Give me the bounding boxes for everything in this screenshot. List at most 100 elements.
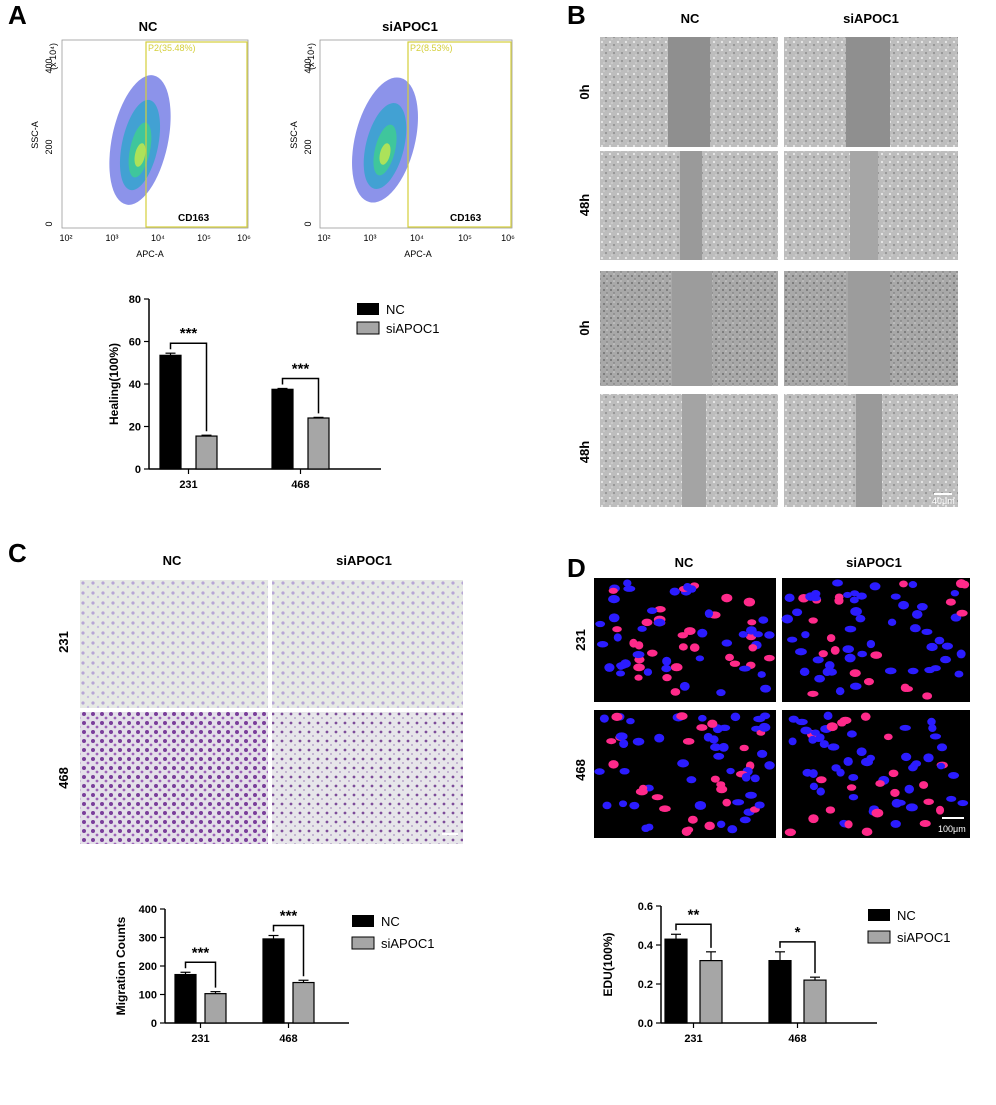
- bar-siapoc1-231: [195, 435, 218, 470]
- panel-label-d: D: [567, 553, 586, 583]
- nucleus: [739, 816, 751, 824]
- nucleus: [922, 692, 933, 700]
- nucleus: [855, 614, 866, 623]
- nucleus: [677, 759, 689, 768]
- nucleus: [643, 668, 653, 676]
- nucleus: [730, 712, 741, 722]
- nucleus: [721, 593, 733, 603]
- y-tick-label: 0: [135, 464, 141, 476]
- legend-d-label-si: siAPOC1: [897, 930, 950, 945]
- nucleus: [608, 595, 620, 604]
- nucleus: [950, 589, 960, 597]
- flow-density-siapoc1: [352, 77, 418, 203]
- y-axis-title: Migration Counts: [114, 916, 128, 1015]
- nucleus: [788, 737, 797, 746]
- nucleus: [839, 716, 852, 725]
- transwell-row-231: 231: [56, 631, 71, 653]
- nucleus: [946, 795, 957, 802]
- nucleus: [659, 805, 671, 812]
- flow-title-nc: NC: [139, 19, 158, 34]
- nucleus: [784, 828, 797, 837]
- nucleus: [919, 781, 929, 789]
- bar-nc-468: [768, 959, 792, 1024]
- nucleus: [637, 625, 647, 632]
- legend-a-swatch-nc: [357, 303, 379, 315]
- wound-row-2: 0h: [577, 320, 592, 335]
- flow-ytick-si-1: 200: [303, 139, 313, 154]
- flow-gate-siapoc1: [407, 41, 512, 228]
- nucleus: [753, 631, 763, 638]
- nucleus: [697, 628, 708, 638]
- nucleus: [760, 712, 771, 720]
- nucleus: [848, 774, 859, 781]
- nucleus: [924, 666, 936, 674]
- nucleus: [727, 825, 738, 834]
- nucleus: [826, 634, 836, 643]
- edu-row-231: 231: [573, 629, 588, 651]
- nucleus: [934, 636, 945, 645]
- nucleus: [844, 653, 856, 663]
- nucleus: [871, 808, 884, 818]
- flow-yunit-nc: (x 10⁴): [48, 43, 58, 70]
- flow-xtick-si-2: 10⁴: [410, 233, 424, 243]
- transwell-grid: NC siAPOC1 231 468: [56, 553, 463, 844]
- nucleus: [921, 628, 933, 636]
- flow-xtick-nc-3: 10⁵: [197, 233, 211, 243]
- significance-bracket: [272, 924, 305, 977]
- nucleus: [861, 827, 873, 836]
- nucleus: [608, 760, 619, 769]
- nucleus: [698, 714, 707, 722]
- nucleus: [713, 752, 725, 760]
- nucleus: [747, 619, 757, 626]
- nucleus: [831, 764, 841, 772]
- nucleus: [935, 805, 945, 815]
- wound-row-1: 48h: [577, 194, 592, 216]
- flow-gate-nc: [145, 41, 248, 228]
- nucleus: [850, 607, 862, 616]
- nucleus: [824, 661, 835, 670]
- nucleus: [929, 733, 942, 740]
- y-tick-label: 60: [129, 337, 141, 349]
- y-tick-label: 80: [129, 294, 141, 306]
- nucleus: [662, 656, 672, 666]
- flow-gate-label-siapoc1: P2(8.53%): [410, 43, 453, 53]
- y-axis-title: Healing(100%): [107, 343, 121, 425]
- nucleus: [677, 632, 689, 639]
- nucleus: [750, 774, 760, 783]
- nucleus: [795, 718, 808, 726]
- flow-gate-label-nc: P2(35.48%): [148, 43, 196, 53]
- nucleus: [760, 684, 772, 693]
- nucleus: [848, 793, 859, 801]
- nucleus: [940, 655, 952, 664]
- nucleus: [629, 638, 638, 648]
- bar-nc-231: [664, 938, 688, 1024]
- nucleus: [707, 719, 718, 728]
- nucleus: [623, 579, 632, 587]
- nucleus: [890, 788, 900, 797]
- nucleus: [822, 667, 832, 677]
- flow-density-nc: [109, 75, 171, 205]
- flow-ytick-si-0: 0: [303, 221, 313, 226]
- nucleus: [743, 597, 756, 607]
- nucleus: [684, 826, 694, 833]
- nucleus: [870, 651, 883, 659]
- bar-chart-edu: 0.0 0.2 0.4 0.6 EDU(100%) 231 ** 468 *: [601, 901, 877, 1045]
- nucleus: [842, 645, 854, 653]
- edu-scale-label: 100μm: [938, 824, 966, 834]
- y-tick-label: 0.2: [638, 979, 653, 991]
- nucleus: [678, 643, 688, 651]
- wound-col-nc: NC: [681, 11, 700, 26]
- nucleus: [632, 737, 645, 746]
- nucleus: [911, 760, 922, 767]
- bar-chart-migration: 0 100 200 300 400 Migration Counts 231 *** 468 **…: [114, 904, 349, 1045]
- nucleus: [704, 609, 714, 618]
- nucleus: [764, 761, 775, 770]
- nucleus: [810, 729, 820, 736]
- nucleus: [719, 724, 731, 732]
- nucleus: [611, 712, 623, 722]
- significance-bracket: [779, 941, 816, 974]
- nucleus: [919, 819, 931, 828]
- nucleus: [905, 803, 918, 812]
- flow-ylabel-nc: SSC-A: [30, 121, 40, 149]
- wound-row-3: 48h: [577, 441, 592, 463]
